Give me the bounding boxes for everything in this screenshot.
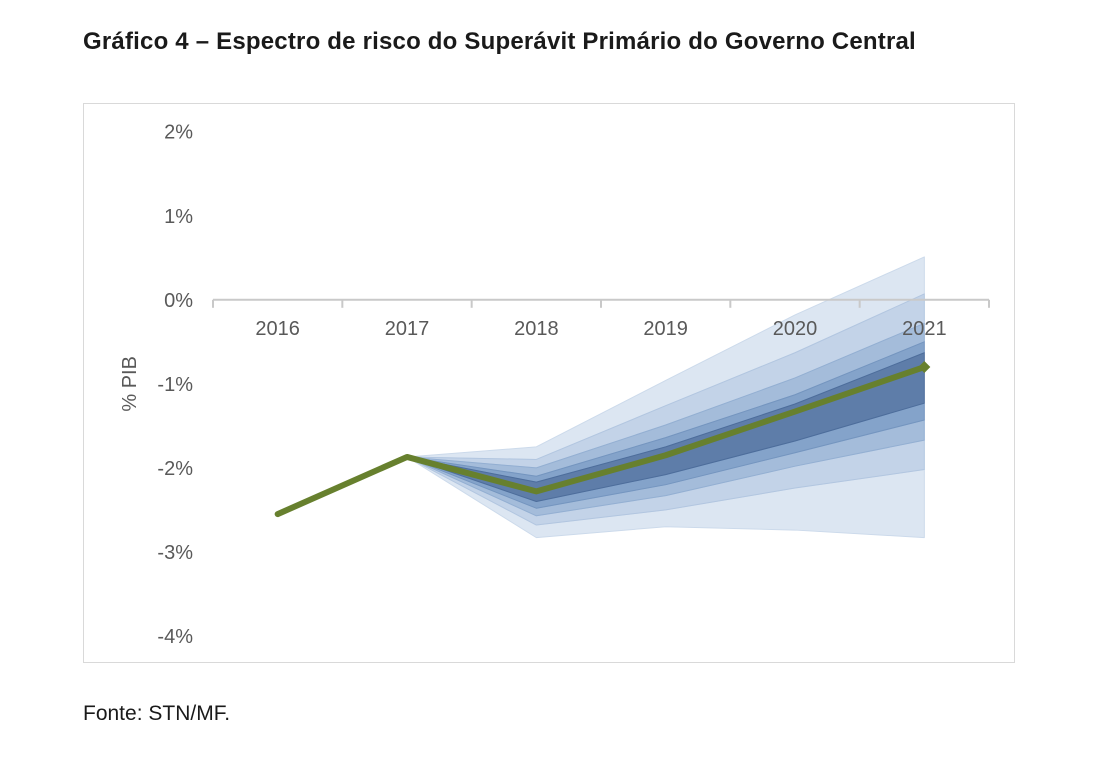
y-axis-title: % PIB bbox=[119, 356, 141, 412]
y-tick-label: -1% bbox=[157, 374, 193, 396]
y-tick-label: 2% bbox=[164, 122, 193, 144]
x-tick-label: 2018 bbox=[514, 318, 559, 340]
y-tick-label: -3% bbox=[157, 542, 193, 564]
x-tick-label: 2021 bbox=[902, 318, 947, 340]
x-tick-label: 2019 bbox=[643, 318, 688, 340]
source-note: Fonte: STN/MF. bbox=[83, 702, 231, 725]
y-tick-label: 0% bbox=[164, 290, 193, 312]
median-endpoint-marker bbox=[918, 361, 931, 374]
x-tick-label: 2020 bbox=[773, 318, 818, 340]
chart-frame: 2% 1% 0% -1% -2% -3% -4% % PIB 2016 2017 2018 2019 2… bbox=[83, 103, 1015, 663]
page-title: Gráfico 4 – Espectro de risco do Superáv… bbox=[83, 28, 916, 55]
median-line bbox=[274, 364, 928, 518]
fan-band-5-central bbox=[406, 352, 925, 502]
y-tick-label: 1% bbox=[164, 206, 193, 228]
x-tick-label: 2016 bbox=[255, 318, 300, 340]
y-tick-label: -2% bbox=[157, 458, 193, 480]
x-tick-label: 2017 bbox=[385, 318, 430, 340]
y-tick-label: -4% bbox=[157, 626, 193, 648]
fan-chart: 2% 1% 0% -1% -2% -3% -4% % PIB 2016 2017 2018 2019 2… bbox=[119, 122, 990, 648]
